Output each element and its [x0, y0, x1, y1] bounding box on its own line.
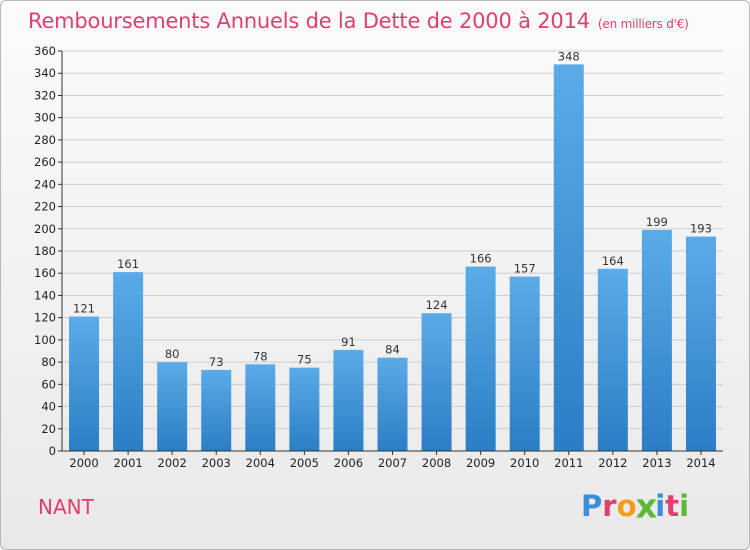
data-label-2004: 78 [253, 349, 268, 363]
bar-2010 [509, 276, 540, 451]
x-tick-label: 2004 [246, 456, 275, 470]
logo-letter: o [616, 489, 637, 523]
y-tick-label: 280 [34, 133, 56, 147]
bar-2005 [289, 367, 320, 451]
x-tick-label: 2006 [334, 456, 363, 470]
data-label-2006: 91 [341, 335, 356, 349]
y-tick-label: 300 [34, 111, 56, 125]
bar-2003 [201, 369, 232, 451]
bar-2004 [245, 364, 276, 451]
data-label-2011: 348 [558, 49, 580, 63]
bar-2011 [553, 64, 584, 452]
logo-letter: P [581, 489, 603, 523]
logo-letter: t [665, 489, 680, 523]
y-tick-label: 60 [41, 377, 56, 391]
x-tick-label: 2000 [69, 456, 98, 470]
data-label-2003: 73 [209, 355, 224, 369]
data-label-2012: 164 [602, 254, 624, 268]
data-label-2008: 124 [426, 298, 448, 312]
x-tick-label: 2007 [378, 456, 407, 470]
bar-2008 [421, 313, 452, 451]
x-tick-label: 2010 [510, 456, 539, 470]
y-tick-label: 40 [41, 400, 56, 414]
x-tick-label: 2003 [202, 456, 231, 470]
x-tick-label: 2014 [686, 456, 715, 470]
y-tick-label: 180 [34, 244, 56, 258]
x-tick-label: 2008 [422, 456, 451, 470]
y-tick-label: 100 [34, 333, 56, 347]
bar-2001 [113, 272, 144, 451]
logo-letter: x [635, 486, 657, 526]
logo-letter: i [679, 489, 690, 523]
y-tick-label: 20 [41, 422, 56, 436]
y-tick-label: 200 [34, 222, 56, 236]
chart-subtitle: (en milliers d'€) [597, 17, 689, 31]
y-tick-label: 360 [34, 44, 56, 58]
data-label-2002: 80 [165, 347, 180, 361]
data-label-2005: 75 [297, 353, 312, 367]
data-label-2010: 157 [514, 262, 536, 276]
x-tick-label: 2009 [466, 456, 495, 470]
x-tick-label: 2012 [598, 456, 627, 470]
y-tick-label: 120 [34, 311, 56, 325]
proxiti-logo[interactable]: Proxiti [581, 486, 690, 526]
data-label-2000: 121 [73, 302, 95, 316]
y-tick-label: 80 [41, 355, 56, 369]
bar-2000 [69, 316, 100, 451]
bar-2006 [333, 349, 364, 451]
logo-letter: r [602, 489, 617, 523]
x-tick-label: 2001 [113, 456, 142, 470]
data-label-2001: 161 [117, 257, 139, 271]
bar-2014 [685, 236, 716, 451]
data-label-2014: 193 [690, 222, 712, 236]
y-tick-label: 260 [34, 155, 56, 169]
commune-name: NANT [38, 495, 94, 519]
chart-title: Remboursements Annuels de la Dette de 20… [28, 9, 689, 33]
bars [69, 64, 716, 452]
y-tick-label: 340 [34, 66, 56, 80]
y-tick-label: 160 [34, 266, 56, 280]
data-label-2009: 166 [470, 252, 492, 266]
data-label-2007: 84 [385, 343, 400, 357]
bar-2012 [597, 268, 628, 451]
axes: 0 20 40 60 80 100 120 140 160 180 200 220 240 260 280 3… [34, 44, 723, 470]
y-tick-label: 0 [49, 444, 56, 458]
data-label-2013: 199 [646, 215, 668, 229]
bar-2002 [157, 362, 188, 451]
bar-2009 [465, 266, 496, 451]
bar-2013 [641, 229, 672, 451]
x-tick-label: 2002 [158, 456, 187, 470]
y-tick-label: 220 [34, 200, 56, 214]
logo-letter: i [655, 489, 666, 523]
x-tick-label: 2005 [290, 456, 319, 470]
y-tick-label: 240 [34, 177, 56, 191]
y-tick-label: 140 [34, 288, 56, 302]
x-tick-label: 2013 [642, 456, 671, 470]
y-tick-label: 320 [34, 88, 56, 102]
bar-2007 [377, 357, 408, 451]
data-labels: 121 161 80 73 78 75 91 84 124 166 157 348 164 199 193 [73, 49, 712, 369]
x-tick-label: 2011 [554, 456, 583, 470]
